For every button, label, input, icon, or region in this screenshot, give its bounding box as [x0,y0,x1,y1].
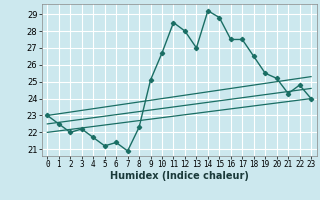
X-axis label: Humidex (Indice chaleur): Humidex (Indice chaleur) [110,171,249,181]
